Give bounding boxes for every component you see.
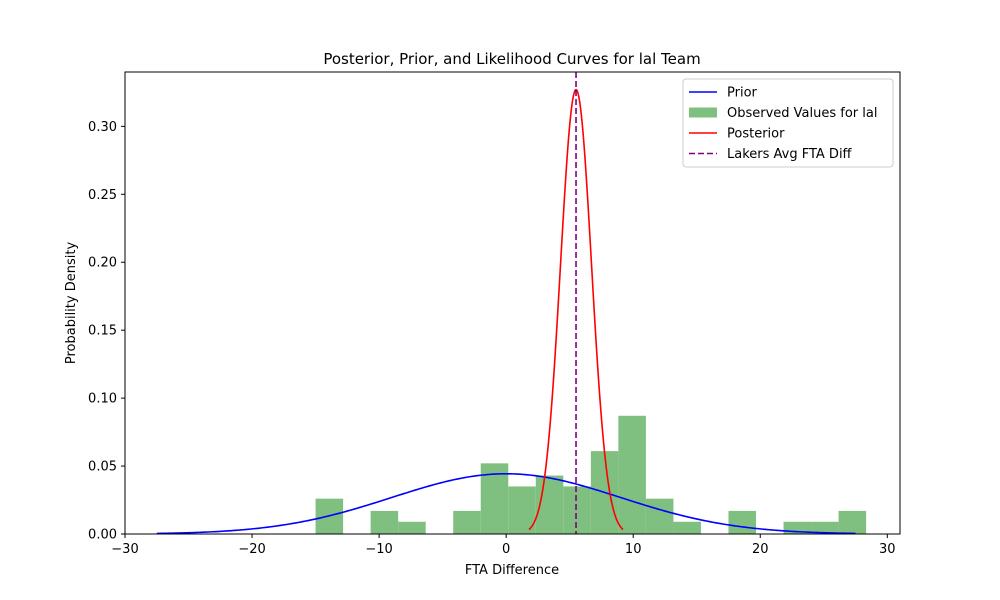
histogram-bar	[563, 486, 591, 534]
curve-layer	[156, 72, 856, 535]
histogram-bar	[618, 415, 646, 534]
y-tick-label: 0.10	[88, 392, 117, 407]
y-tick-label: 0.15	[88, 324, 117, 339]
histogram-bar	[398, 521, 426, 534]
histogram-layer	[315, 415, 867, 534]
legend: Prior Observed Values for lal Posterior Lak…	[682, 78, 894, 168]
legend-label-posterior: Posterior	[727, 127, 785, 142]
histogram-bar	[811, 521, 839, 534]
legend-swatch-observed-values-for-lal	[689, 107, 717, 118]
histogram-bar	[645, 498, 674, 534]
axis-ticks: −30 −20 −10 0 10 20 30 0.00 0.05 0.10 0.15 0.20 0.25…	[88, 120, 896, 557]
plot-frame	[124, 71, 901, 535]
y-tick-label: 0.25	[88, 188, 117, 203]
prior-curve	[156, 472, 856, 535]
posterior-curve	[528, 88, 624, 531]
histogram-bar	[673, 521, 701, 534]
y-tick-label: 0.05	[88, 460, 117, 475]
y-tick-label: 0.30	[88, 120, 117, 135]
x-tick-label: −30	[111, 542, 138, 557]
x-tick-label: −20	[238, 542, 265, 557]
legend-box	[682, 78, 894, 168]
x-tick-label: 30	[879, 542, 896, 557]
histogram-bar	[728, 510, 757, 534]
x-tick-label: 20	[752, 542, 769, 557]
y-tick-label: 0.00	[88, 528, 117, 543]
chart-title: Posterior, Prior, and Likelihood Curves …	[323, 50, 700, 68]
histogram-bar	[453, 510, 481, 534]
x-tick-label: −10	[365, 542, 392, 557]
y-tick-label: 0.20	[88, 256, 117, 271]
x-tick-label: 10	[625, 542, 642, 557]
legend-label-observed-values-for-lal: Observed Values for lal	[727, 106, 877, 121]
legend-label-lakers-avg-fta-diff: Lakers Avg FTA Diff	[727, 147, 853, 162]
legend-label-prior: Prior	[727, 86, 758, 101]
y-axis-label: Probability Density	[64, 242, 79, 365]
histogram-bar	[370, 510, 399, 534]
histogram-bar	[838, 510, 867, 534]
x-tick-label: 0	[502, 542, 510, 557]
x-axis-label: FTA Difference	[465, 563, 559, 578]
